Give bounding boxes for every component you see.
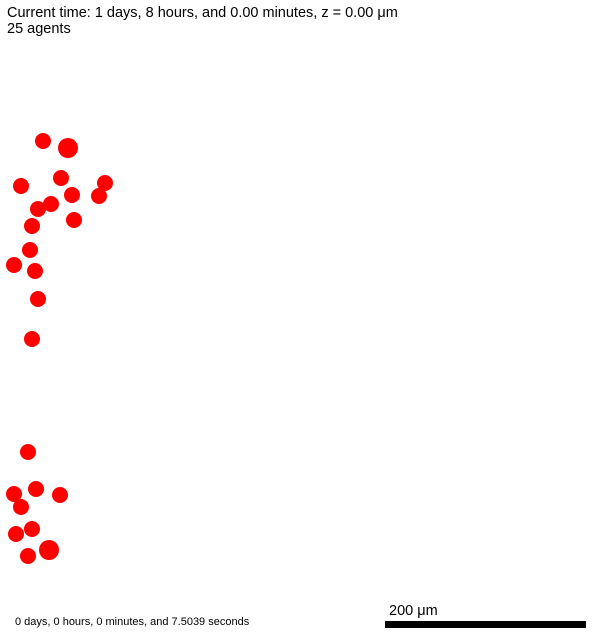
agent-cell xyxy=(30,201,46,217)
agent-cell xyxy=(20,444,36,460)
agent-cell xyxy=(6,486,22,502)
elapsed-time-label: 0 days, 0 hours, 0 minutes, and 7.5039 s… xyxy=(15,616,250,628)
agent-cell xyxy=(13,499,29,515)
agent-cell xyxy=(20,548,36,564)
agent-cell xyxy=(43,196,59,212)
agent-cell xyxy=(58,138,78,158)
agent-cell xyxy=(13,178,29,194)
agent-cell xyxy=(6,257,22,273)
agent-cell xyxy=(52,487,68,503)
agent-count-label: 25 agents xyxy=(7,21,71,37)
agent-cell xyxy=(24,331,40,347)
agent-cell xyxy=(8,526,24,542)
scale-bar xyxy=(385,621,586,628)
agent-cell xyxy=(22,242,38,258)
agent-cell xyxy=(91,188,107,204)
agent-cell xyxy=(64,187,80,203)
agent-cell xyxy=(24,218,40,234)
agent-cell xyxy=(53,170,69,186)
agent-cell xyxy=(27,263,43,279)
agent-cell xyxy=(24,521,40,537)
scale-bar-label: 200 μm xyxy=(389,603,438,619)
current-time-label: Current time: 1 days, 8 hours, and 0.00 … xyxy=(7,5,398,21)
agent-cell xyxy=(35,133,51,149)
agent-cell xyxy=(30,291,46,307)
agent-cell xyxy=(97,175,113,191)
agent-cell xyxy=(66,212,82,228)
agent-cell xyxy=(39,540,59,560)
agent-cell xyxy=(28,481,44,497)
